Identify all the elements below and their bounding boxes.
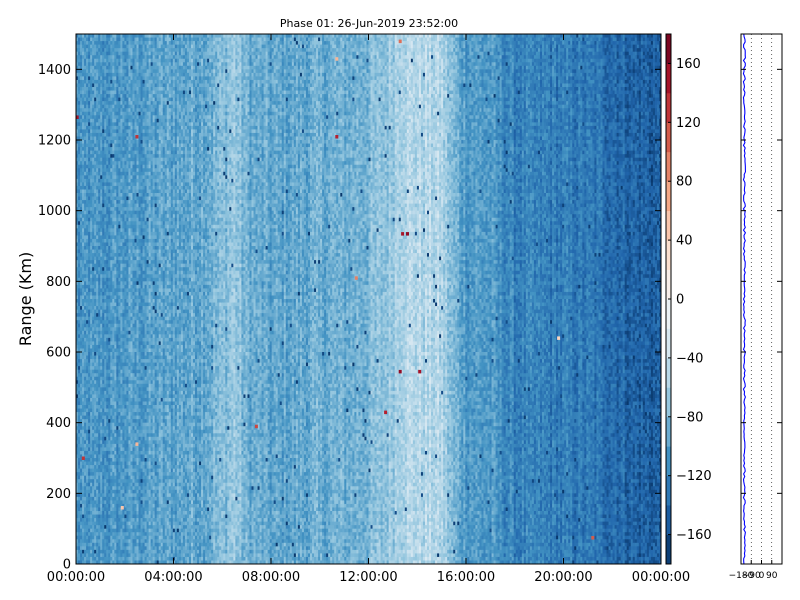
- heatmap-cells: [76, 34, 661, 564]
- chart-title: Phase 01: 26-Jun-2019 23:52:00: [280, 17, 458, 30]
- figure: Phase 01: 26-Jun-2019 23:52:00 00:00:00 0…: [0, 0, 800, 600]
